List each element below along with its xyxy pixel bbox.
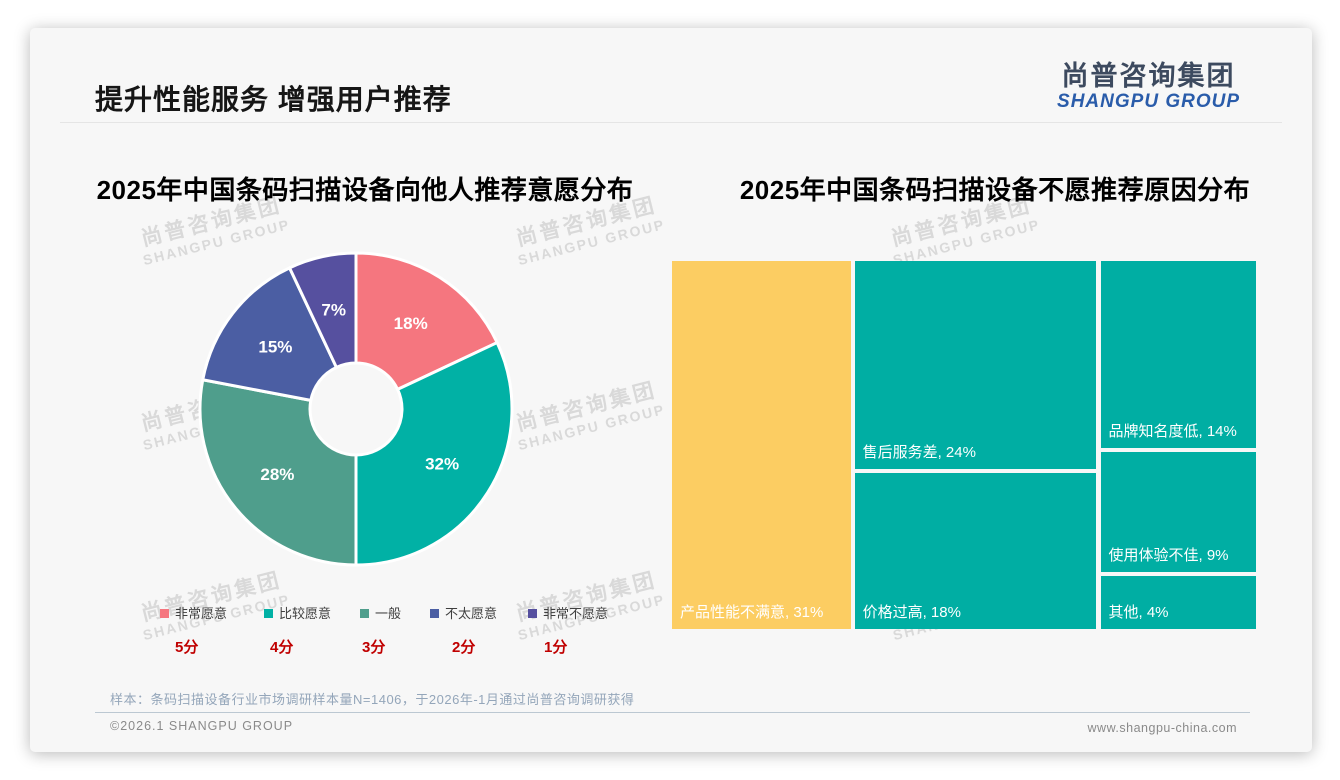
legend-item: 不太愿意 (430, 603, 497, 622)
legend-swatch (430, 609, 439, 618)
donut-segment (288, 251, 358, 369)
title-divider (60, 122, 1282, 123)
donut-segment-value: 7% (321, 301, 346, 320)
donut-chart: 18% 32% 28% 15% 7% (198, 251, 514, 567)
brand-logo-cn: 尚普咨询集团 (1061, 61, 1236, 91)
treemap-rect: 其他, 4% (1100, 575, 1256, 629)
treemap-rect: 售后服务差, 24% (854, 261, 1097, 469)
donut-segment (201, 266, 338, 402)
brand-logo: 尚普咨询集团 SHANGPU GROUP (1057, 54, 1240, 113)
donut-segment-value: 18% (394, 314, 428, 333)
treemap-rect: 使用体验不佳, 9% (1100, 451, 1256, 572)
treemap-rect: 产品性能不满意, 31% (672, 261, 851, 629)
legend-swatch (264, 609, 273, 618)
donut-segment-value: 15% (258, 338, 292, 357)
page-title: 提升性能服务 增强用户推荐 (95, 84, 452, 115)
footer-copyright: ©2026.1 SHANGPU GROUP (110, 719, 294, 733)
legend-item: 非常愿意 (160, 603, 227, 622)
donut-segment (354, 341, 514, 567)
treemap-label: 售后服务差, 24% (862, 444, 976, 461)
brand-logo-en: SHANGPU GROUP (1057, 91, 1240, 112)
donut-segment-value: 28% (260, 465, 294, 484)
treemap-label: 其他, 4% (1108, 603, 1169, 621)
treemap-label: 价格过高, 18% (862, 604, 961, 621)
legend-swatch (528, 609, 537, 618)
donut-segment (354, 251, 499, 391)
donut-segment (198, 378, 358, 567)
legend-item: 非常不愿意 (528, 603, 608, 622)
legend-score: 5分 (175, 639, 199, 656)
treemap-label: 使用体验不佳, 9% (1108, 546, 1229, 564)
legend-score: 3分 (362, 639, 386, 656)
treemap-rect: 品牌知名度低, 14% (1100, 261, 1256, 448)
footer-divider (95, 712, 1250, 713)
sample-footnote: 样本：条码扫描设备行业市场调研样本量N=1406，于2026年-1月通过尚普咨询… (110, 692, 635, 707)
legend-score: 4分 (270, 639, 294, 656)
footer-website: www.shangpu-china.com (1087, 721, 1237, 735)
treemap-label: 品牌知名度低, 14% (1108, 422, 1237, 440)
treemap-label: 产品性能不满意, 31% (680, 604, 824, 621)
treemap-chart-title: 2025年中国条码扫描设备不愿推荐原因分布 (739, 175, 1251, 205)
legend-score: 2分 (452, 639, 476, 656)
slide-card: 尚普咨询集团 SHANGPU GROUP 尚普咨询集团 SHANGPU GROUP 尚普… (30, 28, 1312, 752)
legend-item: 比较愿意 (264, 603, 331, 622)
legend-swatch (160, 609, 169, 618)
legend-item: 一般 (360, 603, 401, 622)
treemap-rect: 价格过高, 18% (854, 473, 1097, 629)
donut-segment-value: 32% (425, 455, 459, 474)
legend-score: 1分 (544, 639, 568, 656)
donut-chart-title: 2025年中国条码扫描设备向他人推荐意愿分布 (96, 175, 634, 205)
legend-swatch (360, 609, 369, 618)
treemap-chart: 产品性能不满意, 31% 售后服务差, 24% 价格过高, 18% 品牌知名度低, 1… (672, 261, 1256, 629)
